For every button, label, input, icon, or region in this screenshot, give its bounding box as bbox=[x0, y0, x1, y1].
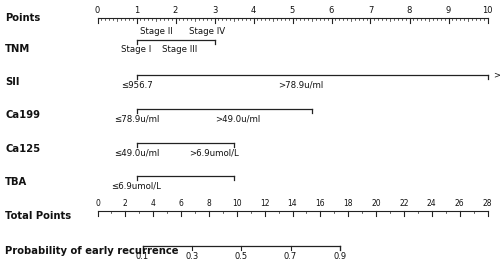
Text: 28: 28 bbox=[483, 199, 492, 208]
Text: 6: 6 bbox=[178, 199, 184, 208]
Text: ≤956.7: ≤956.7 bbox=[120, 81, 152, 90]
Text: Stage I: Stage I bbox=[122, 45, 152, 54]
Text: 8: 8 bbox=[206, 199, 212, 208]
Text: 2: 2 bbox=[173, 6, 178, 15]
Text: 1: 1 bbox=[134, 6, 139, 15]
Text: >956.7: >956.7 bbox=[494, 71, 500, 79]
Text: 14: 14 bbox=[288, 199, 298, 208]
Text: ≤78.9u/ml: ≤78.9u/ml bbox=[114, 115, 159, 124]
Text: 4: 4 bbox=[251, 6, 256, 15]
Text: 0: 0 bbox=[95, 199, 100, 208]
Text: 0.1: 0.1 bbox=[136, 252, 149, 261]
Text: Stage III: Stage III bbox=[162, 45, 197, 54]
Text: 0.5: 0.5 bbox=[234, 252, 248, 261]
Text: 20: 20 bbox=[372, 199, 381, 208]
Text: ≤49.0u/ml: ≤49.0u/ml bbox=[114, 148, 159, 157]
Text: 18: 18 bbox=[344, 199, 353, 208]
Text: 0.3: 0.3 bbox=[185, 252, 198, 261]
Text: 10: 10 bbox=[482, 6, 493, 15]
Text: TBA: TBA bbox=[5, 177, 27, 187]
Text: 4: 4 bbox=[151, 199, 156, 208]
Text: Stage II: Stage II bbox=[140, 27, 172, 36]
Text: Probability of early recurrence: Probability of early recurrence bbox=[5, 246, 178, 256]
Text: Stage IV: Stage IV bbox=[188, 27, 225, 36]
Text: 26: 26 bbox=[455, 199, 464, 208]
Text: 22: 22 bbox=[399, 199, 408, 208]
Text: 2: 2 bbox=[123, 199, 128, 208]
Text: 6: 6 bbox=[329, 6, 334, 15]
Text: 24: 24 bbox=[427, 199, 436, 208]
Text: 9: 9 bbox=[446, 6, 451, 15]
Text: 8: 8 bbox=[407, 6, 412, 15]
Text: SII: SII bbox=[5, 77, 20, 87]
Text: Ca125: Ca125 bbox=[5, 144, 40, 154]
Text: 12: 12 bbox=[260, 199, 270, 208]
Text: 16: 16 bbox=[316, 199, 325, 208]
Text: Total Points: Total Points bbox=[5, 211, 71, 221]
Text: >49.0u/ml: >49.0u/ml bbox=[216, 115, 260, 124]
Text: Ca199: Ca199 bbox=[5, 110, 40, 120]
Text: >78.9u/ml: >78.9u/ml bbox=[278, 81, 323, 90]
Text: TNM: TNM bbox=[5, 44, 30, 54]
Text: 0.9: 0.9 bbox=[334, 252, 346, 261]
Text: 0: 0 bbox=[95, 6, 100, 15]
Text: Points: Points bbox=[5, 13, 40, 23]
Text: 0.7: 0.7 bbox=[284, 252, 297, 261]
Text: 3: 3 bbox=[212, 6, 217, 15]
Text: >6.9umol/L: >6.9umol/L bbox=[190, 148, 240, 157]
Text: 7: 7 bbox=[368, 6, 373, 15]
Text: ≤6.9umol/L: ≤6.9umol/L bbox=[112, 182, 162, 191]
Text: 5: 5 bbox=[290, 6, 295, 15]
Text: 10: 10 bbox=[232, 199, 241, 208]
